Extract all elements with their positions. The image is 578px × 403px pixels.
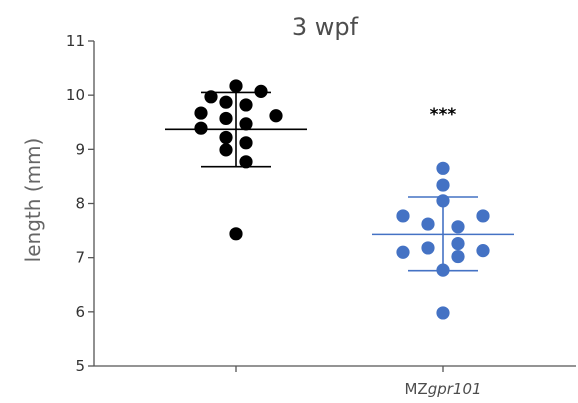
data-point <box>269 109 282 122</box>
y-tick-label: 6 <box>75 303 85 321</box>
x-ticks: MZgpr101 <box>0 0 482 398</box>
data-point <box>254 85 267 98</box>
data-point <box>204 90 217 103</box>
x-tick-label: MZgpr101 <box>404 380 481 398</box>
data-point <box>229 79 242 92</box>
data-point <box>219 131 232 144</box>
data-point <box>239 136 252 149</box>
data-point <box>451 250 464 263</box>
data-point <box>476 244 489 257</box>
data-point <box>396 209 409 222</box>
data-point <box>229 227 242 240</box>
data-point <box>421 217 434 230</box>
data-point <box>476 209 489 222</box>
data-point <box>219 96 232 109</box>
y-tick-label: 7 <box>75 249 85 267</box>
data-point <box>194 122 207 135</box>
data-point <box>436 264 449 277</box>
data-point <box>436 306 449 319</box>
data-point <box>436 194 449 207</box>
y-ticks: 5 6 7 8 9 10 11 <box>66 32 94 375</box>
data-point <box>451 220 464 233</box>
data-point <box>219 112 232 125</box>
chart-title: 3 wpf <box>292 13 359 41</box>
data-point <box>421 241 434 254</box>
y-tick-label: 9 <box>75 140 85 158</box>
data-point <box>451 237 464 250</box>
data-point <box>194 106 207 119</box>
data-point <box>396 246 409 259</box>
data-point <box>436 162 449 175</box>
significance-label: *** <box>430 105 457 125</box>
y-tick-label: 11 <box>66 32 85 50</box>
data-point <box>436 178 449 191</box>
x-tick-label-prefix: MZ <box>404 380 427 398</box>
data-point <box>239 117 252 130</box>
y-tick-label: 8 <box>75 195 85 213</box>
y-axis-label: length (mm) <box>21 138 45 263</box>
data-point <box>239 155 252 168</box>
annotations: *** <box>430 105 457 125</box>
y-tick-label: 5 <box>75 357 85 375</box>
data-point <box>239 98 252 111</box>
y-tick-label: 10 <box>66 86 85 104</box>
data-point <box>219 143 232 156</box>
x-tick-label-italic: gpr101 <box>428 380 482 398</box>
